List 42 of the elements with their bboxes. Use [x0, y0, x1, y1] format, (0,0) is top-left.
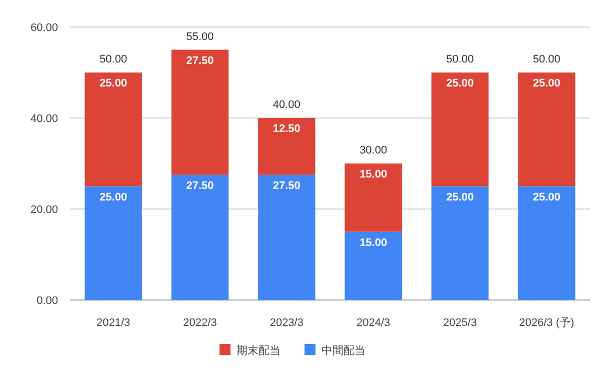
- total-label: 50.00: [532, 54, 560, 66]
- data-label: 25.00: [446, 78, 474, 90]
- bar: [84, 186, 142, 300]
- legend-label: 中間配当: [322, 344, 366, 357]
- data-label: 15.00: [360, 168, 388, 180]
- data-label: 27.50: [186, 180, 214, 192]
- data-label: 15.00: [360, 236, 388, 249]
- y-tick-label: 60.00: [30, 22, 58, 34]
- bar: [431, 72, 489, 186]
- x-tick-label: 2026/3 (予): [519, 317, 574, 329]
- x-tick-label: 2021/3: [96, 317, 130, 329]
- y-tick-label: 0.00: [36, 295, 58, 307]
- x-tick-label: 2022/3: [183, 317, 217, 329]
- data-label: 25.00: [446, 191, 474, 204]
- data-label: 25.00: [100, 78, 128, 90]
- bar: [258, 174, 316, 300]
- total-label: 50.00: [100, 54, 128, 66]
- x-tick-label: 2023/3: [270, 317, 304, 329]
- y-tick-label: 40.00: [30, 113, 58, 125]
- bar: [518, 72, 576, 186]
- bar: [431, 186, 489, 300]
- bar: [171, 50, 229, 175]
- total-label: 55.00: [186, 30, 214, 43]
- bar: [344, 164, 402, 232]
- bar: [344, 232, 402, 300]
- total-label: 40.00: [272, 99, 300, 111]
- y-tick-label: 20.00: [30, 204, 58, 216]
- bar: [258, 118, 316, 175]
- data-label: 25.00: [100, 191, 128, 204]
- total-label: 30.00: [360, 144, 388, 156]
- data-label: 27.50: [272, 180, 300, 192]
- bar: [518, 186, 576, 300]
- data-label: 25.00: [532, 191, 560, 204]
- x-tick-label: 2025/3: [443, 317, 477, 329]
- legend-label: 期末配当: [236, 344, 280, 357]
- data-label: 27.50: [186, 54, 214, 67]
- total-label: 50.00: [446, 54, 474, 66]
- data-label: 25.00: [532, 78, 560, 90]
- bar: [171, 174, 229, 300]
- data-label: 12.50: [272, 123, 300, 135]
- x-tick-label: 2024/3: [356, 317, 390, 329]
- bar: [84, 72, 142, 186]
